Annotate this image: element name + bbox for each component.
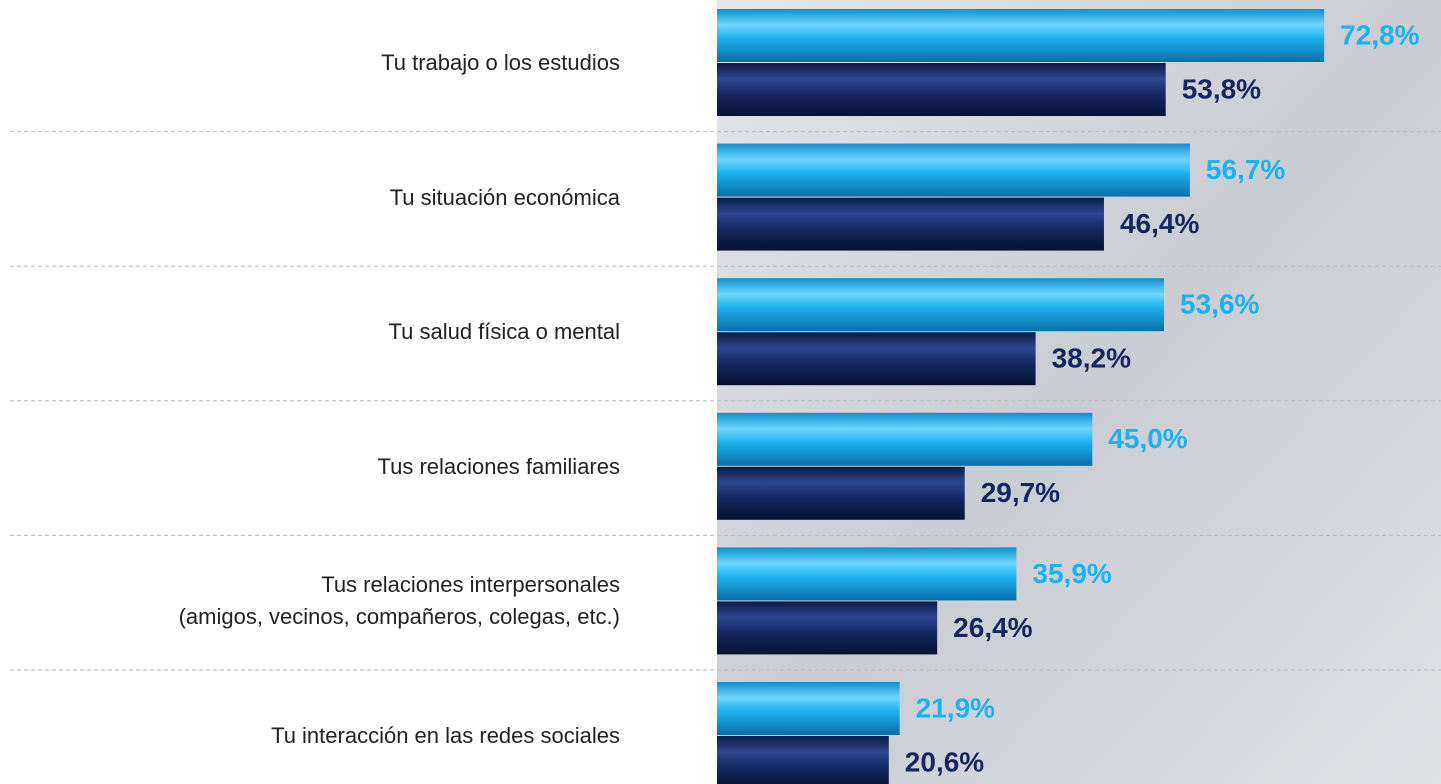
value-label: 21,9% [916, 692, 995, 723]
category-label: Tus relaciones interpersonales (amigos, … [178, 572, 620, 630]
bar [717, 63, 1166, 116]
bar [717, 143, 1190, 197]
value-label: 29,7% [981, 477, 1060, 508]
category-label: Tu trabajo o los estudios [381, 50, 620, 75]
bar [717, 736, 889, 784]
bar [717, 412, 1093, 466]
category-label: Tu situación económica [389, 184, 620, 210]
bar [717, 197, 1104, 251]
bar [717, 547, 1017, 601]
bar [717, 466, 965, 520]
background-photo [717, 0, 1441, 784]
value-label: 35,9% [1032, 558, 1111, 589]
value-label: 20,6% [905, 746, 984, 777]
value-label: 56,7% [1206, 154, 1285, 185]
value-label: 45,0% [1108, 423, 1187, 454]
bar [717, 332, 1036, 386]
value-label: 53,6% [1180, 289, 1259, 320]
category-label: Tus relaciones familiares [377, 453, 621, 479]
value-label: 38,2% [1052, 343, 1131, 374]
category-label: Tu salud física o mental [388, 319, 620, 345]
value-label: 72,8% [1340, 19, 1419, 50]
value-label: 53,8% [1182, 73, 1261, 104]
bar [717, 601, 938, 655]
value-label: 46,4% [1120, 208, 1199, 239]
bar [717, 682, 900, 735]
bar [717, 9, 1325, 62]
category-label: Tu interacción en las redes sociales [271, 723, 620, 748]
bar [717, 278, 1165, 332]
value-label: 26,4% [953, 612, 1032, 643]
